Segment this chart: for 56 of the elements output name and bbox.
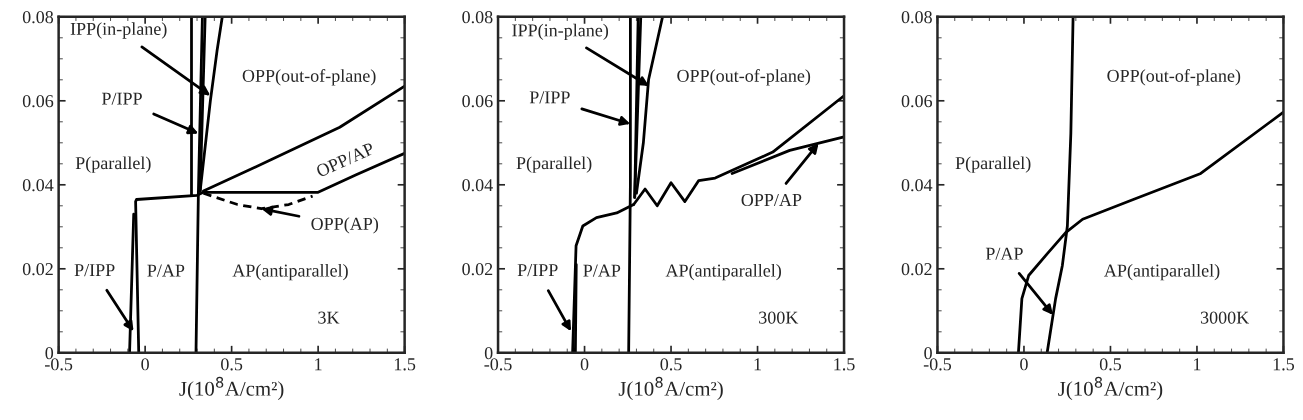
annotation: IPP(in-plane) — [512, 23, 609, 41]
x-tick-label: 1 — [754, 358, 761, 371]
y-tick-label: 0.06 — [22, 95, 54, 108]
y-tick-label: 0.08 — [462, 11, 493, 24]
annotation: P/IPP — [101, 92, 142, 105]
x-tick-label: 0.5 — [1099, 358, 1122, 371]
x-tick-label: 0 — [580, 358, 589, 371]
y-tick-label: 0 — [924, 347, 932, 360]
x-tick-label: 1.5 — [394, 358, 416, 371]
y-tick-label: 0.04 — [462, 179, 493, 192]
x-tick-label: -0.5 — [923, 358, 952, 371]
annotation: OPP(out-of-plane) — [242, 69, 376, 86]
annotation: P/AP — [985, 247, 1023, 260]
annotation: P/IPP — [529, 91, 570, 104]
annotation: P/IPP — [517, 264, 558, 277]
x-tick-label: 1.5 — [834, 358, 855, 371]
annotation: IPP(in-plane) — [70, 22, 167, 39]
annotation: 300K — [759, 311, 799, 324]
y-tick-label: 0.04 — [22, 179, 54, 192]
x-tick-label: -0.5 — [484, 358, 512, 371]
x-axis-title: J(10$^{8}$A/cm²) — [179, 376, 284, 401]
y-tick-label: 0.02 — [22, 263, 53, 276]
y-tick-label: 0.04 — [901, 179, 933, 192]
x-tick-label: 1 — [315, 358, 322, 371]
y-tick-label: 0 — [45, 347, 54, 360]
annotation: OPP(out-of-plane) — [1107, 69, 1241, 86]
y-tick-label: 0.02 — [901, 263, 932, 276]
y-tick-label: 0.08 — [901, 11, 932, 24]
x-tick-label: 0.5 — [660, 358, 682, 371]
y-tick-label: 0.06 — [462, 95, 493, 108]
x-tick-label: 1.5 — [1273, 358, 1295, 371]
annotation: AP(antiparallel) — [1104, 263, 1220, 281]
x-tick-label: -0.5 — [45, 358, 73, 371]
annotation: OPP(out-of-plane) — [677, 69, 811, 86]
annotation: P/AP — [147, 264, 185, 277]
x-tick-label: 0 — [1020, 358, 1028, 371]
annotation: P(parallel) — [516, 156, 592, 173]
x-tick-label: 0 — [141, 358, 149, 371]
x-tick-label: 1 — [1194, 358, 1201, 371]
y-tick-label: 0.08 — [22, 11, 54, 24]
y-tick-label: 0.02 — [462, 263, 493, 276]
x-axis-title: J(10$^{8}$A/cm²) — [1058, 376, 1163, 401]
annotation: OPP(AP) — [311, 217, 379, 234]
x-tick-label: 0.5 — [221, 358, 243, 371]
annotation: AP(antiparallel) — [232, 263, 348, 281]
annotation: P/AP — [583, 264, 621, 277]
annotation: P/IPP — [74, 264, 115, 277]
annotation: P(parallel) — [75, 156, 151, 173]
annotation: 3000K — [1200, 311, 1250, 324]
annotation: OPP/AP — [741, 193, 802, 207]
annotation: AP(antiparallel) — [665, 263, 781, 281]
annotation: 3K — [318, 311, 340, 324]
y-tick-label: 0 — [484, 347, 493, 360]
annotation: P(parallel) — [955, 156, 1031, 173]
y-tick-label: 0.06 — [901, 95, 933, 108]
x-axis-title: J(10$^{8}$A/cm²) — [618, 376, 723, 401]
